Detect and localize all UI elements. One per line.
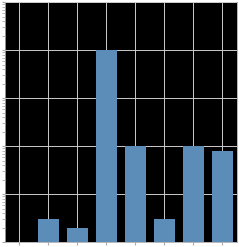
- Bar: [96, 50, 117, 247]
- Bar: [212, 151, 233, 247]
- Bar: [67, 228, 87, 247]
- Bar: [38, 219, 59, 247]
- Bar: [125, 146, 146, 247]
- Bar: [183, 146, 204, 247]
- Bar: [154, 219, 174, 247]
